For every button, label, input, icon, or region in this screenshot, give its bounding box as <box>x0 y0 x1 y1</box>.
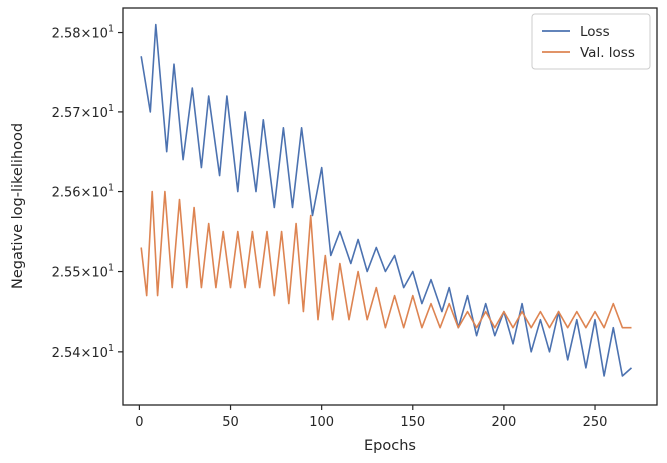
legend-box <box>531 13 651 70</box>
x-tick-label: 150 <box>400 415 425 430</box>
x-axis-ticks: 0 50 100 150 200 250 <box>135 405 607 430</box>
x-tick-label: 250 <box>583 415 608 430</box>
x-tick-label: 50 <box>222 415 239 430</box>
y-tick-label: 2.57×101 <box>52 103 114 121</box>
x-tick-label: 200 <box>491 415 516 430</box>
legend-label-1: Val. loss <box>580 45 635 61</box>
y-tick-label: 2.56×101 <box>52 183 114 201</box>
y-tick-label: 2.58×101 <box>52 24 114 42</box>
y-axis-ticks: 2.54×101 2.55×101 2.56×101 2.57×101 2.58×101 <box>52 24 123 361</box>
series-line-1 <box>140 190 632 329</box>
plot-background <box>123 8 657 405</box>
x-tick-label: 0 <box>135 415 143 430</box>
x-axis-title: Epochs <box>364 438 416 454</box>
series-layer <box>140 23 633 377</box>
plot-frame <box>122 7 658 406</box>
y-tick-label: 2.55×101 <box>52 263 114 281</box>
legend-label-0: Loss <box>580 24 610 40</box>
series-line-0 <box>140 23 633 377</box>
y-axis-title: Negative log-likelihood <box>10 123 26 289</box>
x-tick-label: 100 <box>309 415 334 430</box>
legend: Loss Val. loss <box>531 13 651 70</box>
y-tick-label: 2.54×101 <box>52 343 114 361</box>
